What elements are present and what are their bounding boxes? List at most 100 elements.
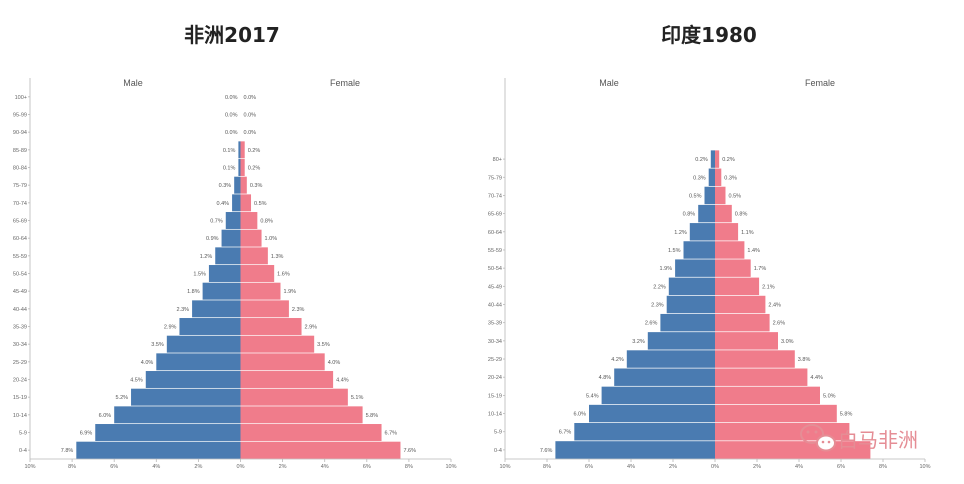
- male-bar: [179, 318, 241, 335]
- female-value-label: 5.8%: [840, 412, 853, 418]
- female-bar: [715, 332, 778, 350]
- x-tick-label: 6%: [110, 464, 118, 470]
- female-bar: [240, 300, 289, 318]
- female-bar: [715, 259, 751, 277]
- female-bar: [240, 371, 334, 388]
- x-tick-label: 8%: [543, 464, 551, 470]
- watermark-text: 白马非洲: [838, 428, 918, 452]
- female-value-label: 0.0%: [244, 113, 257, 119]
- female-value-label: 2.9%: [305, 325, 318, 331]
- y-tick-label: 5-9: [494, 430, 502, 436]
- x-tick-label: 2%: [753, 464, 761, 470]
- male-value-label: 4.8%: [599, 375, 612, 381]
- female-bar: [715, 223, 739, 241]
- female-header: Female: [805, 78, 835, 88]
- female-bar: [715, 404, 837, 423]
- y-tick-label: 70-74: [488, 193, 502, 199]
- male-value-label: 0.3%: [219, 183, 232, 189]
- female-value-label: 0.0%: [244, 95, 257, 101]
- male-value-label: 5.4%: [586, 393, 599, 399]
- x-tick-label: 0%: [711, 464, 719, 470]
- female-bar: [715, 277, 760, 296]
- female-value-label: 6.7%: [385, 431, 398, 437]
- female-value-label: 0.2%: [248, 148, 261, 154]
- male-value-label: 7.8%: [61, 448, 74, 454]
- female-bar: [240, 159, 245, 176]
- y-tick-label: 75-79: [488, 175, 502, 181]
- female-value-label: 2.1%: [762, 284, 775, 290]
- male-value-label: 2.2%: [653, 284, 666, 290]
- female-bar: [240, 406, 363, 424]
- male-bar: [601, 386, 715, 405]
- male-value-label: 6.0%: [573, 412, 586, 418]
- female-bar: [715, 350, 795, 368]
- male-value-label: 1.2%: [200, 254, 213, 260]
- male-bar: [675, 259, 715, 277]
- male-value-label: 1.5%: [668, 248, 681, 254]
- female-bar: [240, 282, 281, 300]
- male-value-label: 2.9%: [164, 325, 177, 331]
- female-value-label: 5.8%: [366, 413, 379, 419]
- female-value-label: 0.8%: [260, 219, 273, 225]
- x-tick-label: 10%: [445, 464, 456, 470]
- male-value-label: 2.3%: [177, 307, 190, 313]
- male-bar: [95, 424, 241, 441]
- y-tick-label: 95-99: [13, 113, 27, 119]
- female-bar: [240, 176, 247, 194]
- male-bar: [698, 204, 715, 223]
- male-bar: [238, 141, 241, 159]
- y-tick-label: 25-29: [13, 360, 27, 366]
- y-tick-label: 55-59: [488, 248, 502, 254]
- y-tick-label: 25-29: [488, 357, 502, 363]
- male-value-label: 4.2%: [611, 357, 624, 363]
- female-bar: [240, 194, 252, 212]
- female-bar: [240, 441, 401, 459]
- male-value-label: 3.2%: [632, 339, 645, 345]
- chart-title: 非洲2017: [184, 23, 280, 47]
- male-header: Male: [123, 78, 143, 88]
- female-bar: [715, 313, 770, 332]
- x-tick-label: 10%: [24, 464, 35, 470]
- x-tick-label: 4%: [795, 464, 803, 470]
- male-bar: [668, 277, 715, 296]
- female-value-label: 5.1%: [351, 395, 364, 401]
- male-value-label: 0.0%: [225, 113, 238, 119]
- female-bar: [240, 212, 258, 229]
- male-value-label: 0.8%: [683, 212, 696, 218]
- male-value-label: 1.5%: [193, 272, 206, 278]
- y-tick-label: 60-64: [13, 236, 27, 242]
- y-tick-label: 30-34: [13, 342, 27, 348]
- male-bar: [215, 247, 241, 265]
- x-tick-label: 4%: [321, 464, 329, 470]
- male-bar: [710, 150, 715, 168]
- male-bar: [666, 295, 715, 314]
- female-header: Female: [330, 78, 360, 88]
- y-tick-label: 20-24: [488, 375, 502, 381]
- watermark: 白马非洲: [800, 424, 918, 452]
- y-tick-label: 40-44: [488, 303, 502, 309]
- x-tick-label: 2%: [669, 464, 677, 470]
- female-value-label: 1.7%: [754, 266, 767, 272]
- y-tick-label: 55-59: [13, 254, 27, 260]
- male-value-label: 1.2%: [674, 230, 687, 236]
- female-value-label: 4.4%: [810, 375, 823, 381]
- male-bar: [689, 223, 715, 241]
- female-bar: [715, 150, 720, 168]
- female-value-label: 0.5%: [729, 193, 742, 199]
- y-tick-label: 40-44: [13, 307, 27, 313]
- y-tick-label: 10-14: [488, 412, 502, 418]
- male-value-label: 2.3%: [651, 303, 664, 309]
- female-bar: [240, 265, 275, 282]
- female-value-label: 5.0%: [823, 393, 836, 399]
- y-tick-label: 15-19: [488, 393, 502, 399]
- male-value-label: 1.8%: [187, 289, 200, 295]
- male-value-label: 0.9%: [206, 236, 219, 242]
- y-tick-label: 0-4: [19, 448, 27, 454]
- male-value-label: 0.0%: [225, 95, 238, 101]
- female-bar: [715, 204, 732, 223]
- x-tick-label: 8%: [405, 464, 413, 470]
- male-bar: [225, 212, 241, 229]
- female-bar: [240, 335, 315, 353]
- y-tick-label: 35-39: [488, 321, 502, 327]
- male-bar: [234, 176, 241, 194]
